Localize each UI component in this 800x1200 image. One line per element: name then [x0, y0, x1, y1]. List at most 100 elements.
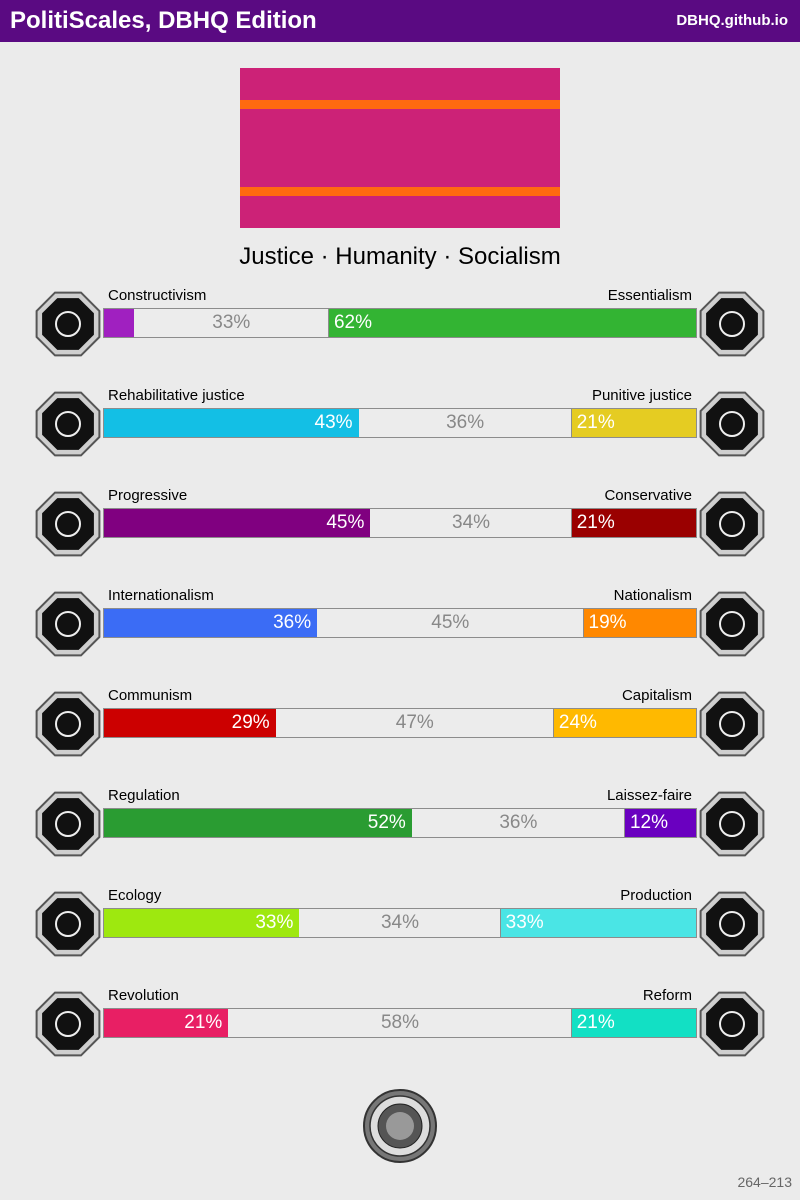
ruler-icon [35, 791, 101, 857]
axis-row: Ecology Production 33% 34% 33% [0, 887, 800, 968]
axis-right-segment: 21% [570, 1009, 696, 1037]
axis-mid-percent: 36% [446, 412, 485, 433]
axis-left-segment: 43% [104, 409, 359, 437]
hammer-sickle-icon [35, 691, 101, 757]
butterfly-icon [699, 791, 765, 857]
axis-left-segment: 21% [104, 1009, 229, 1037]
slogan: Justice · Humanity · Socialism [239, 243, 561, 270]
flag-icon [699, 591, 765, 657]
axis-right-segment: 62% [327, 309, 696, 337]
axis-right-label: Conservative [604, 487, 692, 504]
axis-right-percent: 21% [576, 412, 615, 433]
flag-stripe [240, 100, 560, 109]
axis-bar: 36% 45% 19% [103, 608, 697, 638]
axis-bar: 33% 34% 33% [103, 908, 697, 938]
axis-right-label: Capitalism [621, 687, 692, 704]
axis-row: Progressive Conservative 45% 34% 21% [0, 487, 800, 568]
axis-mid-segment: 36% [359, 409, 572, 437]
axis-mid-percent: 34% [380, 912, 419, 933]
axis-mid-segment: 34% [370, 509, 571, 537]
axis-row: Revolution Reform 21% 58% 21% [0, 987, 800, 1068]
axis-mid-segment: 45% [317, 609, 583, 637]
axis-left-label: Ecology [108, 887, 162, 904]
axis-right-label: Reform [642, 987, 692, 1004]
axis-right-percent: 21% [576, 512, 615, 533]
axis-right-segment: 33% [499, 909, 696, 937]
axis-right-label: Production [620, 887, 692, 904]
app-header: PolitiScales, DBHQ Edition DBHQ.github.i… [0, 0, 800, 42]
fist-icon [35, 991, 101, 1057]
handshake-icon [35, 391, 101, 457]
axis-right-segment: 12% [623, 809, 696, 837]
sprout-icon [35, 891, 101, 957]
axis-right-percent: 24% [558, 712, 597, 733]
axis-left-label: Constructivism [108, 287, 207, 304]
axis-right-percent: 33% [505, 912, 544, 933]
axis-right-percent: 19% [588, 612, 627, 633]
axis-right-segment: 21% [570, 509, 696, 537]
axis-mid-segment: 36% [412, 809, 625, 837]
axis-row: Communism Capitalism 29% 47% 24% [0, 687, 800, 768]
axis-left-segment: 29% [104, 709, 276, 737]
axis-row: Constructivism Essentialism 33% 62% [0, 287, 800, 368]
axis-right-label: Punitive justice [591, 387, 692, 404]
ballot-icon [699, 991, 765, 1057]
axis-mid-percent: 33% [212, 312, 251, 333]
axis-right-label: Laissez-faire [606, 787, 692, 804]
axis-mid-percent: 45% [431, 612, 470, 633]
axis-mid-percent: 47% [395, 712, 434, 733]
axis-row: Internationalism Nationalism 36% 45% 19% [0, 587, 800, 668]
axis-bar: 43% 36% 21% [103, 408, 697, 438]
result-id: 264–213 [737, 1174, 792, 1190]
axis-left-label: Progressive [108, 487, 188, 504]
axis-mid-percent: 58% [380, 1012, 419, 1033]
eye-icon [35, 291, 101, 357]
axis-mid-percent: 34% [452, 512, 491, 533]
axis-left-percent: 21% [184, 1012, 223, 1033]
globe-icon [35, 591, 101, 657]
axis-right-percent: 21% [576, 1012, 615, 1033]
fountain-pen-icon [699, 491, 765, 557]
gear-icon [699, 891, 765, 957]
axis-mid-segment: 33% [134, 309, 329, 337]
axis-left-percent: 45% [326, 512, 365, 533]
axis-left-segment: 33% [104, 909, 300, 937]
axis-left-segment [104, 309, 134, 337]
axis-mid-segment: 34% [299, 909, 500, 937]
prison-bars-icon [699, 391, 765, 457]
axis-left-segment: 52% [104, 809, 412, 837]
axis-left-percent: 33% [255, 912, 294, 933]
axis-bar: 21% 58% 21% [103, 1008, 697, 1038]
axis-left-segment: 45% [104, 509, 371, 537]
torch-icon [35, 491, 101, 557]
axis-left-label: Revolution [108, 987, 179, 1004]
money-bag-icon [699, 691, 765, 757]
axis-right-segment: 24% [552, 709, 696, 737]
flower-icon [699, 291, 765, 357]
axis-mid-percent: 36% [499, 812, 538, 833]
axis-left-label: Regulation [108, 787, 180, 804]
axis-bar: 33% 62% [103, 308, 697, 338]
site-link[interactable]: DBHQ.github.io [676, 12, 788, 29]
axis-bar: 52% 36% 12% [103, 808, 697, 838]
axis-row: Regulation Laissez-faire 52% 36% 12% [0, 787, 800, 868]
axis-left-percent: 29% [231, 712, 270, 733]
axis-mid-segment: 47% [276, 709, 554, 737]
axis-left-segment: 36% [104, 609, 318, 637]
axis-left-percent: 43% [314, 412, 353, 433]
axis-row: Rehabilitative justice Punitive justice 43… [0, 387, 800, 468]
axis-left-label: Communism [108, 687, 193, 704]
axis-right-label: Nationalism [613, 587, 692, 604]
axis-bar: 29% 47% 24% [103, 708, 697, 738]
axis-bar: 45% 34% 21% [103, 508, 697, 538]
axis-right-label: Essentialism [607, 287, 692, 304]
axis-right-percent: 62% [333, 312, 372, 333]
app-title: PolitiScales, DBHQ Edition [10, 7, 317, 34]
axis-left-percent: 36% [273, 612, 312, 633]
axis-left-percent: 52% [367, 812, 406, 833]
axis-mid-segment: 58% [228, 1009, 571, 1037]
flag-stripe [240, 187, 560, 196]
flag-image [240, 68, 560, 228]
axis-left-label: Internationalism [108, 587, 214, 604]
axis-right-segment: 19% [582, 609, 696, 637]
